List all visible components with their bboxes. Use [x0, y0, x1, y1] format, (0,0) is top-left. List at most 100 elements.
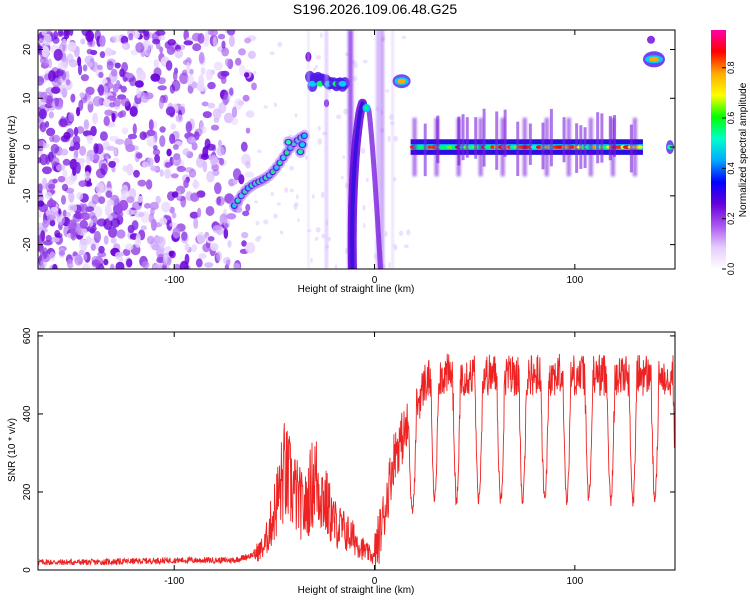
y-tick-label: 20: [22, 44, 33, 56]
noise-blob: [85, 86, 95, 96]
noise-blob: [191, 136, 196, 144]
noise-blob: [255, 236, 261, 243]
noise-blob: [284, 187, 288, 193]
noise-blob: [115, 138, 125, 145]
noise-blob: [171, 191, 179, 198]
x-tick-label: 100: [566, 275, 583, 286]
noise-blob: [103, 115, 110, 127]
noise-blob: [114, 62, 121, 69]
noise-blob: [179, 260, 189, 269]
noise-blob: [48, 183, 56, 190]
noise-blob: [157, 85, 167, 91]
noise-blob: [97, 251, 106, 258]
noise-blob: [130, 105, 138, 117]
noise-blob: [212, 225, 222, 234]
zero-line-cell: [555, 145, 564, 149]
y-tick-label: 200: [22, 483, 33, 500]
rising-track: [299, 142, 305, 147]
noise-blob: [49, 219, 56, 227]
noise-blob: [50, 86, 61, 94]
noise-blob: [198, 52, 205, 64]
noise-blob: [56, 214, 65, 226]
noise-blob: [74, 148, 79, 158]
noise-blob: [238, 64, 246, 77]
noise-blob: [231, 118, 239, 126]
noise-blob: [133, 31, 140, 39]
noise-blob: [340, 175, 344, 180]
noise-blob: [147, 235, 155, 245]
noise-blob: [62, 209, 67, 217]
noise-blob: [231, 106, 238, 118]
noise-blob: [234, 98, 243, 111]
noise-blob: [140, 225, 147, 231]
y-tick-label: 0: [22, 144, 33, 150]
noise-blob: [38, 138, 44, 150]
noise-blob: [46, 127, 56, 137]
noise-blob: [384, 230, 388, 237]
noise-blob: [38, 183, 43, 194]
noise-blob: [93, 153, 99, 160]
noise-blob: [362, 204, 366, 211]
noise-blob: [126, 196, 135, 204]
noise-blob: [210, 154, 218, 166]
noise-blob: [109, 102, 116, 108]
zero-line-spike: [465, 117, 469, 158]
noise-blob: [263, 105, 268, 109]
noise-blob: [244, 37, 252, 44]
noise-blob: [155, 30, 166, 37]
noise-blob: [207, 81, 216, 90]
zero-line-spike: [461, 114, 465, 161]
zero-line-spike: [541, 122, 545, 170]
noise-blob: [362, 222, 366, 229]
zero-line-spike: [423, 123, 427, 177]
noise-blob: [38, 117, 41, 124]
noise-blob: [38, 234, 42, 246]
noise-blob: [38, 211, 42, 218]
zero-line-spike: [588, 117, 593, 177]
zero-line-spike: [528, 123, 532, 165]
noise-blob: [67, 203, 78, 213]
colorbar-tick-label: 0.8: [726, 61, 736, 74]
high-tone: [338, 80, 347, 87]
zero-line-cell: [535, 145, 542, 149]
noise-blob: [212, 36, 218, 48]
colorbar-tick-label: 0.6: [726, 112, 736, 125]
noise-blob: [398, 230, 404, 236]
noise-blob: [113, 147, 118, 156]
noise-blob: [64, 70, 70, 82]
arc-track-core: [350, 101, 365, 269]
noise-blob: [57, 175, 66, 183]
snr-plot-area: [38, 353, 675, 570]
rising-track: [297, 149, 303, 155]
noise-blob: [360, 147, 366, 154]
noise-blob: [192, 43, 202, 52]
zero-line-spike: [456, 117, 461, 177]
noise-blob: [48, 111, 54, 119]
noise-blob: [82, 130, 92, 137]
noise-blob: [403, 244, 409, 249]
noise-blob: [191, 142, 198, 151]
noise-blob: [183, 179, 189, 189]
noise-blob: [143, 31, 150, 41]
noise-blob: [91, 259, 101, 268]
noise-blob: [141, 261, 150, 269]
noise-blob: [321, 233, 326, 239]
noise-blob: [205, 68, 213, 81]
noise-blob: [200, 153, 209, 160]
noise-blob: [77, 63, 83, 76]
noise-blob: [204, 262, 214, 268]
noise-blob: [166, 148, 172, 157]
noise-blob: [112, 34, 122, 43]
noise-blob: [103, 235, 109, 245]
noise-blob: [170, 173, 179, 179]
noise-blob: [93, 206, 103, 218]
noise-blob: [50, 143, 60, 154]
noise-blob: [327, 236, 332, 242]
noise-blob: [317, 138, 323, 145]
noise-blob: [87, 61, 94, 68]
noise-blob: [288, 165, 295, 171]
noise-blob: [137, 195, 144, 203]
noise-blob: [61, 135, 69, 142]
noise-blob: [65, 79, 71, 86]
